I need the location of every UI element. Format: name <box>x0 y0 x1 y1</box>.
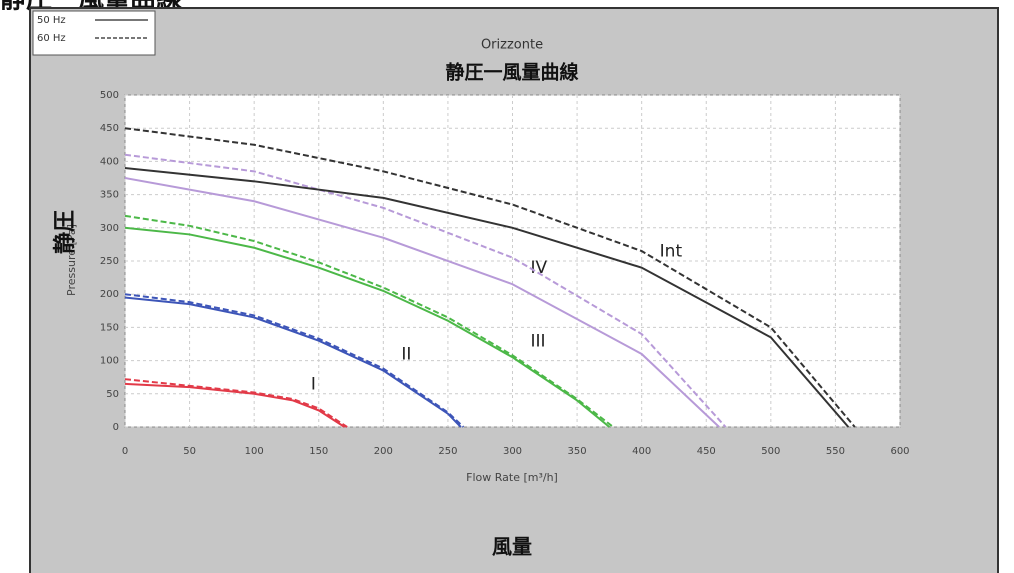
series-label: IV <box>531 258 548 278</box>
x-tick-label: 100 <box>245 446 264 457</box>
series-line <box>124 296 462 428</box>
series-line <box>124 153 727 428</box>
x-tick-label: 300 <box>503 446 522 457</box>
legend-label: 60 Hz <box>37 33 66 44</box>
series-line <box>124 293 465 428</box>
series-line <box>124 382 346 428</box>
series-line <box>124 378 348 428</box>
y-tick-label: 500 <box>100 90 119 101</box>
y-tick-label: 450 <box>100 123 119 134</box>
x-tick-label: 250 <box>438 446 457 457</box>
chart-subtitle: 静圧一風量曲線 <box>445 61 578 84</box>
series-line <box>124 167 850 428</box>
series-line <box>124 177 720 428</box>
series-label: Int <box>660 242 683 262</box>
chart-title: Orizzonte <box>481 38 543 53</box>
x-tick-label: 150 <box>309 446 328 457</box>
x-tick-label: 50 <box>183 446 196 457</box>
legend-label: 50 Hz <box>37 15 66 26</box>
x-tick-label: 400 <box>632 446 651 457</box>
series-line <box>124 226 611 428</box>
series-label: I <box>311 374 316 394</box>
y-tick-label: 300 <box>100 223 119 234</box>
y-tick-label: 50 <box>106 389 119 400</box>
y-tick-label: 350 <box>100 190 119 201</box>
y-axis-overlay: 静圧 <box>52 210 78 254</box>
footer-label: 風量 <box>492 535 532 559</box>
y-tick-label: 250 <box>100 256 119 267</box>
y-tick-label: 150 <box>100 322 119 333</box>
y-tick-label: 200 <box>100 289 119 300</box>
series-label: II <box>401 345 411 365</box>
x-axis-label: Flow Rate [m³/h] <box>466 471 558 484</box>
x-tick-label: 200 <box>374 446 393 457</box>
x-tick-label: 0 <box>122 446 128 457</box>
x-tick-label: 500 <box>761 446 780 457</box>
x-tick-label: 350 <box>568 446 587 457</box>
series-line <box>124 127 856 428</box>
legend-box <box>32 10 156 56</box>
y-tick-label: 100 <box>100 356 119 367</box>
series-label: III <box>531 331 546 351</box>
x-tick-label: 550 <box>826 446 845 457</box>
y-axis-label: Pressure [Pa] <box>65 224 78 296</box>
x-tick-label: 450 <box>697 446 716 457</box>
x-tick-label: 600 <box>890 446 909 457</box>
y-tick-label: 400 <box>100 156 119 167</box>
y-tick-label: 0 <box>113 422 119 433</box>
